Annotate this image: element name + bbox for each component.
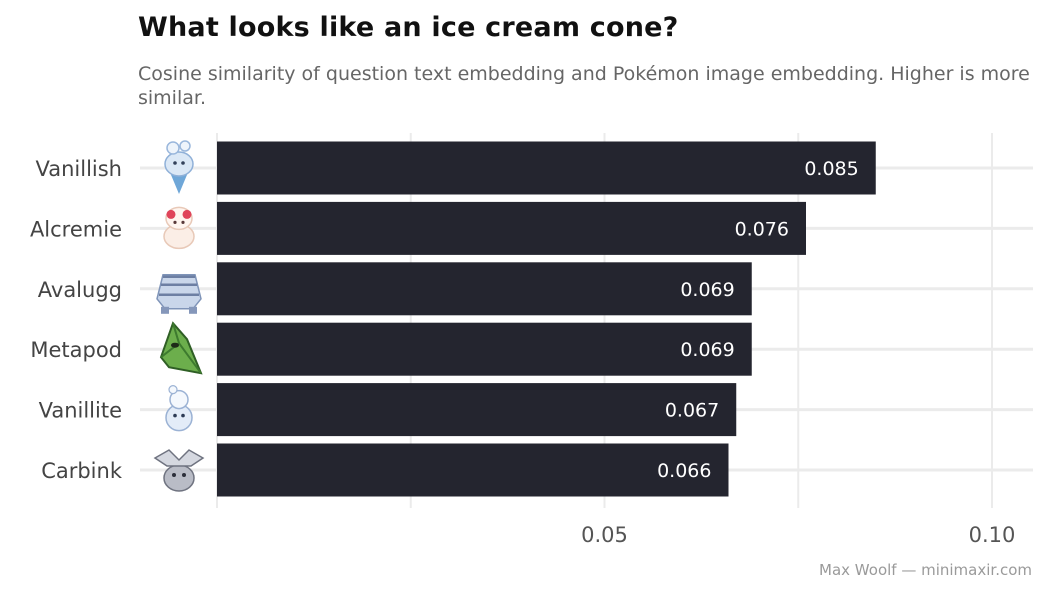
chart-title: What looks like an ice cream cone? (138, 12, 679, 43)
category-label: Alcremie (30, 217, 122, 241)
bar-carbink (217, 443, 729, 497)
category-label: Metapod (30, 338, 122, 362)
category-label: Avalugg (38, 278, 122, 302)
bar-vanillish (217, 141, 876, 195)
value-label: 0.066 (657, 460, 711, 482)
value-label: 0.069 (680, 339, 734, 361)
avalugg-icon (156, 274, 202, 314)
bars (217, 141, 876, 497)
bar-avalugg (217, 262, 752, 316)
pokemon-icons (153, 140, 205, 492)
bar-metapod (217, 322, 752, 376)
bar-vanillite (217, 383, 737, 437)
value-label: 0.067 (665, 400, 719, 422)
carbink-icon (153, 449, 205, 492)
alcremie-icon (163, 206, 195, 250)
value-label: 0.069 (680, 279, 734, 301)
value-label: 0.085 (804, 158, 858, 180)
labels: 0.085 Vanillish 0.076 Alcremie 0.069 Avalugg 0… (30, 157, 1015, 547)
value-label: 0.076 (735, 218, 789, 240)
category-label: Vanillite (39, 399, 122, 423)
category-label: Vanillish (35, 157, 122, 181)
bar-alcremie (217, 201, 806, 255)
category-label: Carbink (41, 459, 123, 483)
metapod-icon (159, 321, 203, 375)
chart-caption: Max Woolf — minimaxir.com (819, 561, 1032, 579)
chart-subtitle: Cosine similarity of question text embed… (138, 63, 1030, 109)
vanillish-icon (164, 140, 194, 194)
x-tick-label: 0.10 (969, 523, 1016, 547)
vanillite-icon (165, 385, 193, 432)
x-tick-label: 0.05 (581, 523, 628, 547)
